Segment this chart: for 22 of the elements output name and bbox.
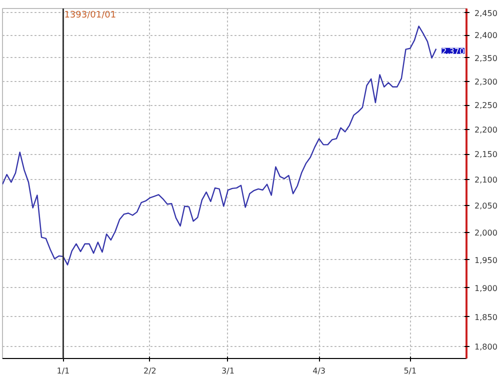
y-tick-label: 2,000 bbox=[474, 228, 498, 238]
y-tick-label: 2,400 bbox=[474, 31, 498, 40]
y-tick-label: 2,200 bbox=[474, 125, 498, 134]
text: 2,370 bbox=[442, 46, 465, 56]
x-tick-label: 4/3 bbox=[312, 366, 326, 376]
y-tick-label: 1,900 bbox=[474, 284, 498, 293]
y-tick-label: 1,950 bbox=[474, 256, 498, 265]
y-tick-label: 1,800 bbox=[474, 342, 498, 352]
x-tick-label: 3/1 bbox=[222, 366, 234, 376]
y-tick-label: 1,850 bbox=[474, 312, 498, 322]
line-series bbox=[2, 26, 437, 266]
x-tick-label: 2/2 bbox=[144, 366, 156, 376]
ref-line-label: 1393/01/01 bbox=[64, 10, 116, 20]
y-tick-label: 2,050 bbox=[474, 202, 498, 211]
y-tick-label: 2,450 bbox=[474, 8, 498, 18]
x-tick-label: 1/1 bbox=[56, 366, 70, 376]
y-tick-label: 2,150 bbox=[474, 150, 498, 160]
y-tick-label: 2,350 bbox=[474, 54, 498, 63]
y-tick-label: 2,100 bbox=[474, 176, 498, 185]
x-tick-label: 5/1 bbox=[404, 366, 417, 376]
y-tick-label: 2,250 bbox=[474, 101, 498, 110]
y-tick-label: 2,300 bbox=[474, 77, 498, 86]
